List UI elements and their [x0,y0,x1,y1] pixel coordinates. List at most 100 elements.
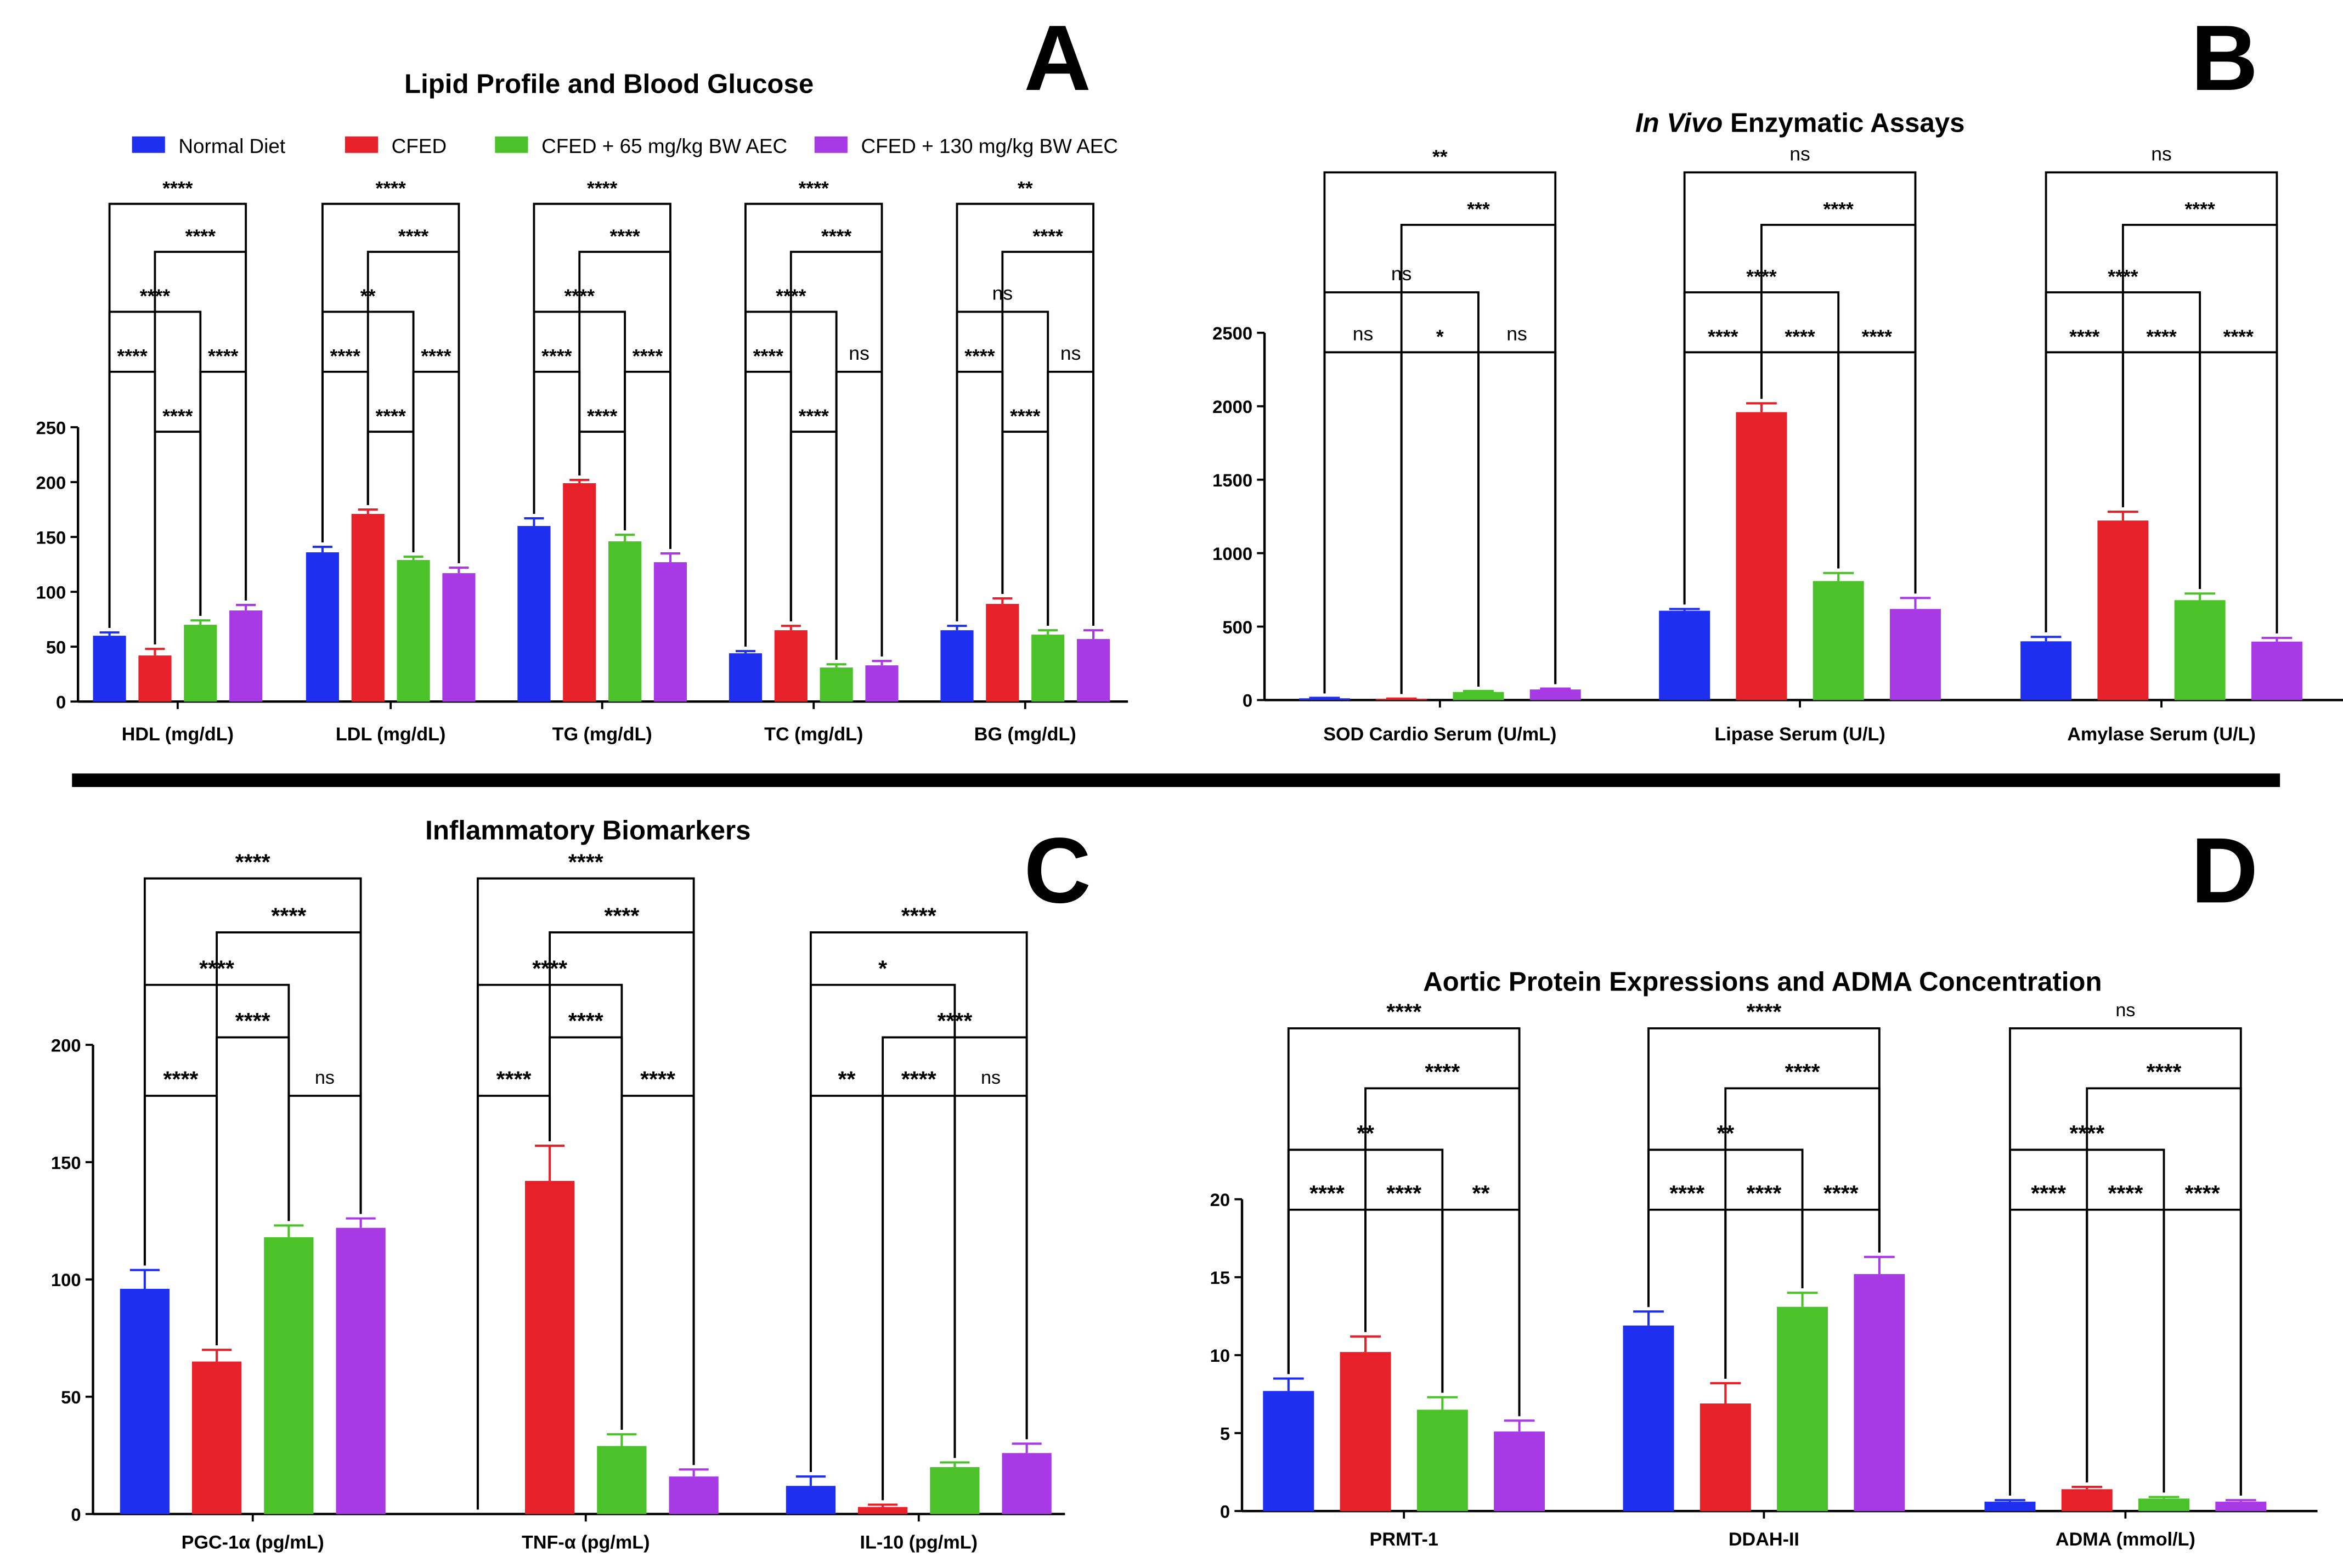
y-tick-label: 250 [36,417,66,438]
bar-cfed-130 [336,1227,386,1514]
panel-letter-a: A [1024,6,1091,110]
significance-label: **** [1010,405,1040,427]
chart-title-c: Inflammatory Biomarkers [425,816,750,846]
x-tick-label: TG (mg/dL) [552,724,652,745]
bar-cfed-130 [229,610,263,702]
significance-label: **** [208,345,238,367]
significance-bracket [953,1095,1028,1458]
bar-cfed-130 [669,1476,719,1514]
bar-cfed-130 [2215,1502,2267,1512]
y-tick-label: 0 [1220,1501,1230,1521]
y-tick-label: 150 [51,1152,81,1173]
significance-label: **** [1746,999,1781,1024]
significance-label: **** [901,903,936,929]
significance-label: **** [330,345,360,367]
significance-bracket [624,370,671,549]
x-tick-label: ADMA (mmol/L) [2056,1529,2195,1550]
y-tick-label: 15 [1210,1267,1230,1288]
significance-bracket [1287,1027,1521,1417]
bar-cfed-65 [820,667,853,702]
significance-label: **** [2108,1180,2143,1205]
significance-bracket [1400,351,1480,694]
x-tick-label: LDL (mg/dL) [336,724,446,745]
significance-label: **** [821,225,851,247]
legend-label-cfed-65: CFED + 65 mg/kg BW AEC [541,135,787,157]
significance-label: **** [2223,326,2254,348]
x-tick-label: PGC-1α (pg/mL) [182,1532,324,1553]
significance-label: **** [2146,326,2176,348]
bar-cfed [1340,1352,1391,1512]
x-tick-label: DDAH-II [1729,1529,1799,1550]
bar-normal-diet [120,1288,170,1514]
significance-label: **** [799,177,829,199]
x-tick-label: HDL (mg/dL) [122,724,234,745]
significance-bracket [882,1095,956,1501]
y-tick-label: 0 [1243,690,1252,711]
significance-bracket [1441,1208,1521,1417]
bar-cfed-130 [865,665,899,702]
significance-label: **** [1033,225,1063,247]
significance-label: ** [1472,1180,1489,1205]
bar-cfed-65 [608,541,642,702]
significance-label: **** [1785,1059,1820,1084]
significance-bracket [809,931,1028,1472]
significance-label: ns [849,342,870,364]
legend: Normal Diet CFED CFED + 65 mg/kg BW AEC … [132,135,1118,157]
significance-bracket [835,370,883,660]
significance-label: **** [1425,1059,1460,1084]
significance-label: **** [1785,326,1815,348]
y-tick-label: 50 [61,1387,81,1407]
significance-label: **** [604,903,639,929]
significance-label: **** [375,177,405,199]
significance-label: **** [2185,1180,2220,1205]
significance-bracket [1323,171,1557,694]
significance-bracket [1001,431,1049,626]
bar-cfed-65 [397,560,430,702]
x-tick-label: TNF-α (pg/mL) [522,1532,650,1553]
y-tick-label: 10 [1210,1345,1230,1366]
significance-label: ** [1432,146,1448,168]
y-tick-label: 2000 [1212,397,1252,417]
y-tick-label: 100 [51,1270,81,1290]
bar-cfed-130 [653,562,687,702]
significance-bracket [1287,1208,1367,1374]
x-tick-label: PRMT-1 [1370,1529,1438,1550]
significance-label: **** [235,849,270,874]
panel-letter-c: C [1024,818,1091,922]
y-tick-label: 50 [46,637,66,657]
significance-label: **** [1386,1180,1421,1205]
significance-bracket [476,877,695,1510]
bar-cfed-65 [597,1446,647,1514]
bar-normal-diet [2020,641,2072,700]
bar-cfed-130 [1529,689,1581,700]
legend-swatch-cfed [345,136,379,153]
significance-label: **** [163,1067,199,1092]
bar-normal-diet [1984,1502,2036,1512]
significance-bracket [744,370,792,647]
y-tick-label: 200 [51,1035,81,1055]
bar-cfed [525,1181,575,1514]
significance-bracket [199,370,247,616]
significance-label: **** [162,405,193,427]
significance-label: **** [421,345,451,367]
y-tick-label: 5 [1220,1423,1230,1444]
bar-cfed-130 [1854,1274,1905,1512]
significance-label: **** [609,225,640,247]
significance-bracket [1683,171,1917,605]
y-tick-label: 1000 [1212,544,1252,564]
bar-normal-diet [517,526,551,702]
significance-bracket [143,877,362,1266]
significance-bracket [1477,351,1557,687]
significance-label: **** [1386,999,1421,1024]
significance-label: **** [587,405,617,427]
bar-cfed [191,1361,242,1514]
bar-normal-diet [1659,610,1710,700]
bar-normal-diet [93,636,126,702]
significance-label: **** [541,345,572,367]
significance-bracket [2009,1027,2242,1496]
significance-label: **** [633,345,663,367]
significance-label: **** [1823,1180,1859,1205]
significance-bracket [2045,171,2278,633]
x-tick-label: Lipase Serum (U/L) [1714,724,1885,745]
